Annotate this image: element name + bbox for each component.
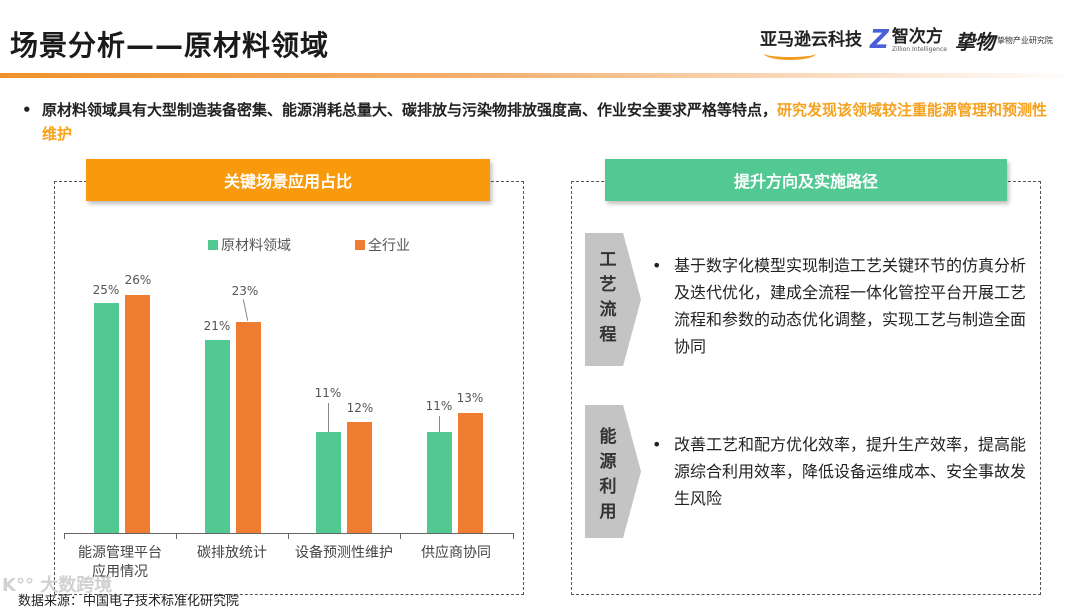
bar-raw-predictive bbox=[316, 432, 341, 533]
legend-label: 全行业 bbox=[368, 238, 410, 254]
category-line: 应用情况 bbox=[92, 564, 148, 580]
label-char: 艺 bbox=[599, 275, 617, 295]
legend-item-raw-materials: 原材料领域 bbox=[208, 235, 291, 255]
path-banner: 提升方向及实施路径 bbox=[605, 159, 1007, 201]
zhicifang-en: Zillion Intelligence bbox=[891, 45, 947, 53]
category-label: 供应商协同 bbox=[421, 545, 491, 561]
watermark: K°° 大数跨境 bbox=[2, 575, 113, 596]
process-label: 工 艺 流 程 bbox=[588, 248, 628, 348]
value-label: 11% bbox=[425, 399, 453, 413]
bar-all-supplier bbox=[458, 413, 483, 533]
intro-text: 原材料领域具有大型制造装备密集、能源消耗总量大、碳排放与污染物排放强度高、作业安… bbox=[42, 101, 778, 119]
bar-raw-energy-mgmt bbox=[94, 303, 119, 533]
aws-logo-text: 亚马逊云科技 bbox=[760, 29, 862, 50]
aws-smile-icon bbox=[764, 47, 816, 60]
leader-line bbox=[439, 416, 440, 432]
value-label: 12% bbox=[346, 401, 374, 415]
legend-label: 原材料领域 bbox=[221, 238, 291, 254]
bar-all-carbon bbox=[236, 322, 261, 533]
zhiwu-logo: 挚物 挚物产业研究院 bbox=[955, 26, 1053, 55]
bar-all-predictive bbox=[347, 422, 372, 533]
label-char: 源 bbox=[599, 452, 617, 472]
category-label: 碳排放统计 bbox=[197, 545, 267, 561]
label-char: 流 bbox=[599, 300, 617, 320]
axis-tick bbox=[64, 533, 65, 539]
data-source: 数据来源：中国电子技术标准化研究院 bbox=[18, 594, 240, 609]
value-label: 13% bbox=[456, 391, 484, 405]
zhicifang-name: 智次方 bbox=[891, 26, 943, 47]
zhicifang-mark-icon: Z bbox=[870, 25, 889, 55]
value-label: 23% bbox=[231, 284, 259, 298]
axis-tick bbox=[513, 533, 514, 539]
bullet-dot: • bbox=[652, 256, 662, 275]
axis-tick bbox=[400, 533, 401, 539]
intro-bullet: • 原材料领域具有大型制造装备密集、能源消耗总量大、碳排放与污染物排放强度高、作… bbox=[22, 98, 1062, 146]
bar-raw-carbon bbox=[205, 340, 230, 533]
bullet-dot: • bbox=[652, 435, 662, 454]
label-char: 利 bbox=[599, 477, 617, 497]
bar-all-energy-mgmt bbox=[125, 295, 150, 533]
leader-line bbox=[328, 403, 329, 432]
value-label: 11% bbox=[314, 386, 342, 400]
energy-label: 能 源 利 用 bbox=[588, 425, 628, 525]
category-line: 能源管理平台 bbox=[78, 545, 162, 561]
intro-highlight: 研究发现该领域较注重能源管理和预测性维护 bbox=[42, 101, 1048, 143]
chart-banner: 关键场景应用占比 bbox=[86, 159, 490, 201]
axis-tick bbox=[288, 533, 289, 539]
value-label: 21% bbox=[203, 319, 231, 333]
value-label: 25% bbox=[92, 283, 120, 297]
bar-raw-supplier bbox=[427, 432, 452, 533]
label-char: 工 bbox=[599, 250, 617, 270]
aws-logo: 亚马逊云科技 bbox=[760, 25, 862, 60]
label-char: 用 bbox=[599, 502, 617, 522]
axis-tick bbox=[176, 533, 177, 539]
legend-swatch-green bbox=[208, 240, 218, 250]
bullet-dot: • bbox=[22, 101, 32, 119]
label-char: 能 bbox=[599, 427, 617, 447]
energy-description: • 改善工艺和配方优化效率，提升生产效率，提高能源综合利用效率，降低设备运维成本… bbox=[652, 431, 1032, 512]
label-char: 程 bbox=[599, 325, 617, 345]
legend-item-all-industry: 全行业 bbox=[355, 235, 410, 255]
legend-swatch-orange bbox=[355, 240, 365, 250]
zhiwu-name: 挚物产业研究院 bbox=[996, 35, 1053, 45]
x-axis bbox=[64, 533, 514, 534]
category-label: 设备预测性维护 bbox=[295, 545, 393, 561]
category-label: 能源管理平台 应用情况 bbox=[64, 544, 176, 582]
energy-text: 改善工艺和配方优化效率，提升生产效率，提高能源综合利用效率，降低设备运维成本、安… bbox=[674, 435, 1027, 508]
path-panel bbox=[571, 181, 1041, 595]
page-title: 场景分析——原材料领域 bbox=[10, 29, 330, 62]
zhiwu-mark-icon: 挚物 bbox=[954, 29, 995, 54]
title-underline bbox=[0, 73, 1080, 78]
partner-logos: 亚马逊云科技 Z 智次方 Zillion Intelligence 挚物 挚物产… bbox=[760, 20, 1053, 60]
process-text: 基于数字化模型实现制造工艺关键环节的仿真分析及迭代优化，建成全流程一体化管控平台… bbox=[674, 256, 1027, 356]
value-label: 26% bbox=[124, 273, 152, 287]
process-description: • 基于数字化模型实现制造工艺关键环节的仿真分析及迭代优化，建成全流程一体化管控… bbox=[652, 252, 1032, 360]
zhicifang-logo: Z 智次方 Zillion Intelligence bbox=[870, 25, 947, 55]
